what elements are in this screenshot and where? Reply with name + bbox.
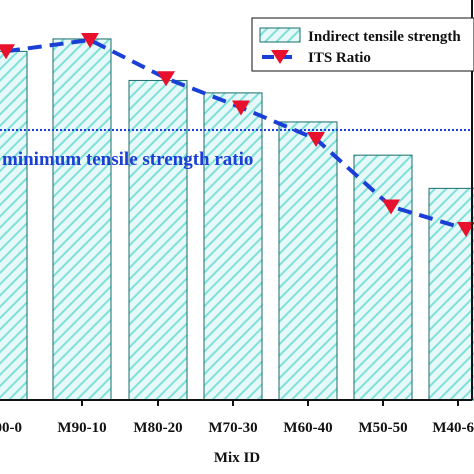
- its-ratio-marker-M80-20: [157, 71, 175, 87]
- bar-M60-40: [278, 121, 338, 401]
- x-tick-label-M100-0: 00-0: [0, 420, 22, 436]
- bars-layer: [0, 38, 474, 401]
- legend-label-line: ITS Ratio: [308, 50, 371, 66]
- reference-line-label: minimum tensile strength ratio: [2, 149, 253, 170]
- legend-swatch-marker: [271, 50, 289, 64]
- legend-box: [251, 17, 474, 72]
- its-ratio-marker-M40-60: [457, 222, 474, 237]
- its-ratio-marker-M90-10: [81, 33, 99, 48]
- legend-swatch-bar: [259, 27, 301, 43]
- its-ratio-marker-M60-40: [307, 132, 325, 147]
- its-ratio-markers: [0, 33, 474, 237]
- x-axis-ticks: 00-0 M90-10 M80-20 M70-30 M60-40 M50-50 M40-6: [0, 400, 474, 436]
- x-tick-label-M60-40: M60-40: [283, 420, 332, 436]
- x-tick-label-M50-50: M50-50: [358, 420, 407, 436]
- its-ratio-marker-M100-0: [0, 44, 15, 60]
- x-tick-label-M40-60: M40-6: [432, 420, 474, 436]
- bar-M80-20: [128, 79, 188, 401]
- x-tick-label-M70-30: M70-30: [208, 420, 257, 436]
- bar-M50-50: [353, 154, 413, 401]
- x-axis-title: Mix ID: [214, 450, 260, 466]
- bar-M90-10: [52, 38, 112, 401]
- x-tick-label-M80-20: M80-20: [133, 420, 182, 436]
- legend: Indirect tensile strength ITS Ratio: [251, 17, 474, 72]
- legend-label-bars: Indirect tensile strength: [308, 29, 461, 45]
- its-ratio-marker-M50-50: [382, 199, 400, 215]
- bar-M100-0: [0, 50, 28, 401]
- bar-M40-60: [428, 187, 474, 401]
- its-ratio-marker-M70-30: [232, 100, 250, 116]
- x-tick-label-M90-10: M90-10: [57, 420, 106, 436]
- bar-M70-30: [203, 92, 263, 401]
